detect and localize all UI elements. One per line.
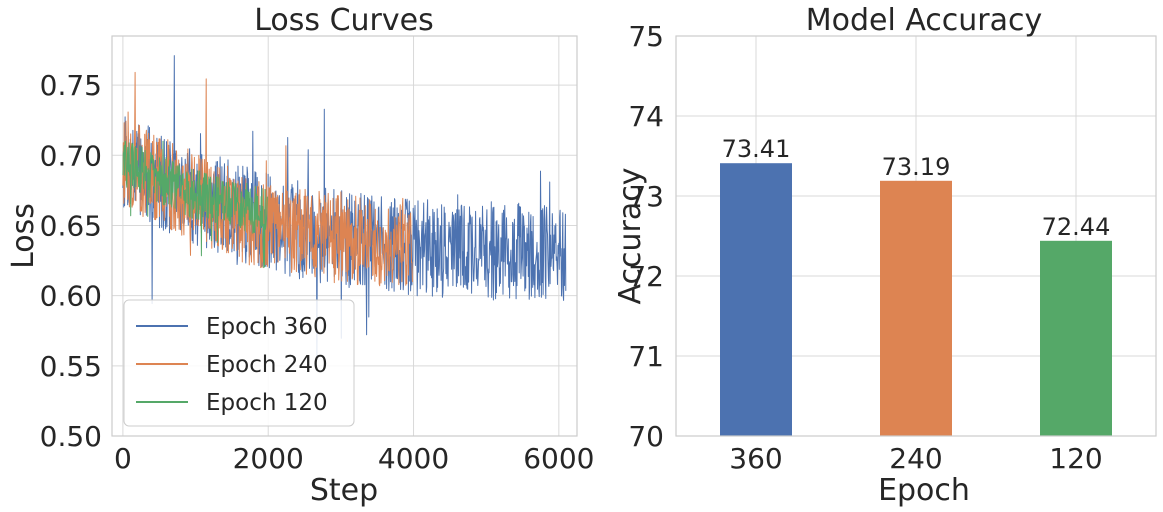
loss-y-tick-label: 0.55	[40, 350, 102, 383]
accuracy-bar	[720, 163, 792, 436]
loss-y-tick-label: 0.60	[40, 280, 102, 313]
accuracy-y-tick-labels: 70 71 72 73 74 75	[628, 20, 664, 453]
loss-legend: Epoch 360 Epoch 240 Epoch 120	[123, 299, 355, 427]
accuracy-plot-frame	[675, 35, 1157, 437]
accuracy-bar	[1040, 240, 1112, 436]
accuracy-y-axis-label: Accuracy	[613, 168, 648, 305]
loss-plot-frame	[111, 35, 578, 437]
loss-x-tick-labels: 0 2000 4000 6000	[114, 442, 594, 475]
accuracy-x-tick-label: 240	[889, 442, 942, 475]
accuracy-y-tick-label: 70	[628, 420, 664, 453]
accuracy-chart-title: Model Accuracy	[806, 3, 1043, 38]
loss-x-tick-label: 4000	[378, 442, 449, 475]
loss-series-line	[122, 71, 414, 287]
loss-x-axis-label: Step	[310, 473, 378, 508]
accuracy-x-axis-label: Epoch	[878, 473, 970, 508]
legend-label: Epoch 360	[206, 314, 328, 340]
accuracy-y-tick-label: 71	[628, 340, 664, 373]
loss-legend-box	[123, 299, 355, 427]
loss-x-tick-label: 0	[114, 442, 132, 475]
accuracy-chart: 70 71 72 73 74 75 360 240 120 73.41 73.19 72.44 M…	[613, 3, 1157, 508]
loss-chart-title: Loss Curves	[254, 3, 433, 38]
loss-y-axis-label: Loss	[6, 203, 41, 269]
loss-y-tick-labels: 0.50 0.55 0.60 0.65 0.70 0.75	[40, 69, 102, 453]
loss-legend-items: Epoch 360 Epoch 240 Epoch 120	[136, 314, 328, 416]
accuracy-y-tick-label: 73	[628, 180, 664, 213]
accuracy-y-tick-label: 74	[628, 100, 664, 133]
accuracy-x-tick-labels: 360 240 120	[729, 442, 1102, 475]
loss-y-tick-label: 0.70	[40, 139, 102, 172]
accuracy-value-label: 73.41	[722, 135, 791, 163]
loss-y-tick-label: 0.65	[40, 209, 102, 242]
loss-chart: 0.50 0.55 0.60 0.65 0.70 0.75 0 2000 4000 6000 L…	[6, 3, 594, 508]
legend-label: Epoch 120	[206, 390, 328, 416]
accuracy-y-tick-label: 75	[628, 20, 664, 53]
accuracy-value-labels: 73.41 73.19 72.44	[722, 135, 1111, 241]
loss-y-tick-label: 0.50	[40, 420, 102, 453]
loss-x-tick-label: 2000	[233, 442, 304, 475]
accuracy-value-label: 73.19	[882, 153, 951, 181]
accuracy-bars	[720, 163, 1112, 436]
accuracy-x-tick-label: 360	[729, 442, 782, 475]
loss-x-tick-label: 6000	[523, 442, 594, 475]
legend-label: Epoch 240	[206, 352, 328, 378]
accuracy-x-tick-label: 120	[1049, 442, 1102, 475]
accuracy-bar	[880, 180, 952, 436]
loss-lines	[122, 55, 567, 359]
loss-y-tick-label: 0.75	[40, 69, 102, 102]
accuracy-value-label: 72.44	[1042, 213, 1111, 241]
accuracy-y-tick-label: 72	[628, 260, 664, 293]
loss-series-line	[122, 140, 268, 269]
